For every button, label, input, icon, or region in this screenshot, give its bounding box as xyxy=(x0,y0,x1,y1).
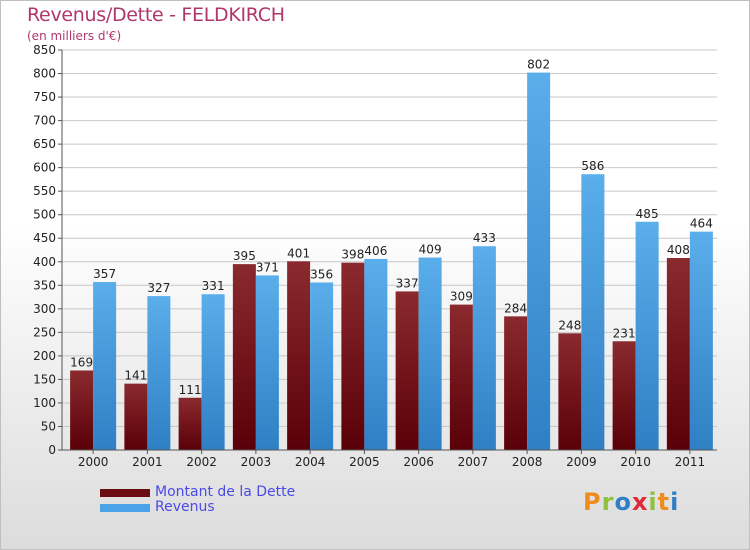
value-label-revenus-2010: 485 xyxy=(636,207,659,221)
value-label-revenus-2009: 586 xyxy=(581,159,604,173)
y-tick-label: 0 xyxy=(48,443,56,457)
value-label-revenus-2007: 433 xyxy=(473,231,496,245)
x-tick-label: 2001 xyxy=(132,455,163,469)
legend-label-debt: Montant de la Dette xyxy=(155,484,296,500)
value-label-debt-2007: 309 xyxy=(450,290,473,304)
value-label-debt-2000: 169 xyxy=(70,355,93,369)
y-tick-label: 750 xyxy=(33,90,56,104)
x-tick-label: 2006 xyxy=(403,455,434,469)
bar-revenus-2011 xyxy=(689,231,713,450)
bar-debt-2008 xyxy=(504,316,528,450)
bar-revenus-2006 xyxy=(418,257,442,450)
y-tick-label: 50 xyxy=(41,419,56,433)
bar-revenus-2003 xyxy=(255,275,279,450)
value-label-debt-2009: 248 xyxy=(558,318,581,332)
legend-swatch-revenus xyxy=(100,504,150,512)
value-label-revenus-2011: 464 xyxy=(690,217,713,231)
value-label-revenus-2004: 356 xyxy=(310,267,333,281)
y-tick-label: 100 xyxy=(33,396,56,410)
value-label-revenus-2001: 327 xyxy=(147,281,170,295)
x-tick-label: 2009 xyxy=(566,455,597,469)
value-label-debt-2008: 284 xyxy=(504,301,527,315)
bar-debt-2005 xyxy=(341,262,365,450)
y-tick-label: 800 xyxy=(33,67,56,81)
bar-revenus-2005 xyxy=(364,258,388,450)
y-tick-label: 300 xyxy=(33,302,56,316)
value-label-revenus-2005: 406 xyxy=(364,244,387,258)
x-tick-label: 2008 xyxy=(512,455,543,469)
bar-debt-2001 xyxy=(124,383,148,450)
value-label-revenus-2008: 802 xyxy=(527,58,550,72)
bar-debt-2002 xyxy=(178,397,202,450)
x-tick-label: 2007 xyxy=(458,455,489,469)
bar-debt-2003 xyxy=(232,264,256,450)
logo-letter: i xyxy=(648,488,658,516)
y-tick-label: 350 xyxy=(33,278,56,292)
y-tick-label: 200 xyxy=(33,349,56,363)
y-tick-label: 600 xyxy=(33,161,56,175)
bar-debt-2007 xyxy=(449,304,473,450)
y-tick-label: 250 xyxy=(33,325,56,339)
value-label-revenus-2002: 331 xyxy=(202,279,225,293)
x-tick-label: 2002 xyxy=(186,455,217,469)
bar-debt-2006 xyxy=(395,291,419,450)
y-tick-label: 850 xyxy=(33,43,56,57)
x-tick-label: 2000 xyxy=(78,455,109,469)
bar-debt-2000 xyxy=(70,370,94,450)
x-tick-label: 2003 xyxy=(241,455,272,469)
bar-debt-2009 xyxy=(558,333,582,450)
value-label-debt-2011: 408 xyxy=(667,243,690,257)
legend-swatch-debt xyxy=(100,489,150,497)
y-tick-label: 400 xyxy=(33,255,56,269)
logo-letter: o xyxy=(614,488,632,516)
value-label-debt-2004: 401 xyxy=(287,246,310,260)
y-axis: 0 50 100 150 200 250 300 350 400 450 500 550 600 650 7… xyxy=(33,43,63,457)
x-axis: 2000 2001 2002 2003 2004 2005 2006 2007 2008 2009… xyxy=(62,449,717,469)
value-label-debt-2006: 337 xyxy=(396,276,419,290)
bar-revenus-2009 xyxy=(581,174,605,450)
value-label-revenus-2003: 371 xyxy=(256,260,279,274)
chart-subtitle: (en milliers d'€) xyxy=(27,29,122,43)
bar-revenus-2001 xyxy=(147,296,171,450)
value-label-debt-2005: 398 xyxy=(341,248,364,262)
bar-debt-2004 xyxy=(287,261,311,450)
chart-title: Revenus/Dette - FELDKIRCH xyxy=(27,4,285,26)
x-tick-label: 2010 xyxy=(620,455,651,469)
bar-revenus-2008 xyxy=(527,72,551,451)
bar-revenus-2004 xyxy=(310,282,334,450)
y-tick-label: 450 xyxy=(33,231,56,245)
value-label-revenus-2006: 409 xyxy=(419,243,442,257)
value-label-debt-2003: 395 xyxy=(233,249,256,263)
legend-label-revenus: Revenus xyxy=(155,499,215,515)
bar-debt-2011 xyxy=(666,258,690,450)
y-tick-label: 650 xyxy=(33,137,56,151)
bar-debt-2010 xyxy=(612,341,636,450)
y-tick-label: 500 xyxy=(33,208,56,222)
value-label-debt-2002: 111 xyxy=(179,383,202,397)
bar-revenus-2002 xyxy=(201,294,225,450)
y-tick-label: 150 xyxy=(33,372,56,386)
y-tick-label: 550 xyxy=(33,184,56,198)
bar-revenus-2007 xyxy=(472,246,496,450)
x-tick-label: 2004 xyxy=(295,455,326,469)
logo-letter: i xyxy=(670,488,680,516)
y-tick-label: 700 xyxy=(33,114,56,128)
logo-letter: x xyxy=(631,488,649,516)
value-label-debt-2010: 231 xyxy=(613,326,636,340)
bar-revenus-2010 xyxy=(635,221,659,450)
logo-letter: r xyxy=(601,488,615,516)
x-tick-label: 2005 xyxy=(349,455,380,469)
proxiti-logo: Proxiti xyxy=(583,488,679,516)
value-label-debt-2001: 141 xyxy=(124,369,147,383)
bar-revenus-2000 xyxy=(93,282,117,450)
logo-letter: P xyxy=(583,488,602,516)
value-label-revenus-2000: 357 xyxy=(93,267,116,281)
grid-lines xyxy=(62,49,717,451)
x-tick-label: 2011 xyxy=(675,455,706,469)
logo-letter: t xyxy=(657,488,671,516)
bars xyxy=(70,72,713,451)
